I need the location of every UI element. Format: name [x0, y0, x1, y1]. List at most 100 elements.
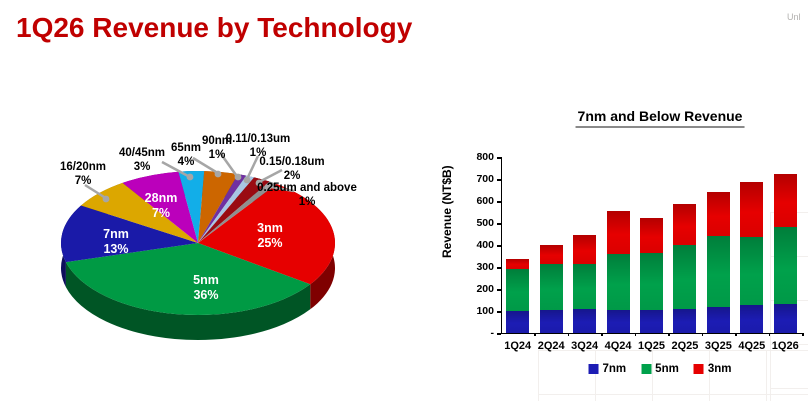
pie-label-16-20nm: 16/20nm 7%: [60, 160, 106, 188]
pie-slice-0.11/0.13um: [198, 175, 255, 243]
pie-label-pct: 1%: [298, 196, 316, 208]
pie-label-pct: 13%: [103, 242, 129, 256]
leader-lines: [84, 153, 295, 203]
bar-segment-7nm-4Q25: [740, 305, 764, 333]
x-tick-mark: [802, 333, 804, 336]
bar-segment-7nm-1Q24: [506, 311, 530, 333]
pie-label-011-013um: 0.11/0.13um 1%: [226, 132, 291, 160]
leader-dot: [186, 173, 194, 181]
pie-slice-16/20nm: [81, 182, 198, 243]
x-tick-mark: [567, 333, 570, 336]
y-tick-mark: [497, 289, 501, 291]
pie-slice-5nm: [65, 243, 311, 315]
pie-label-pct: 36%: [193, 288, 219, 302]
x-tick-mark: [668, 333, 670, 336]
pie-slice-90nm: [198, 174, 247, 243]
leader-line: [246, 155, 260, 178]
pie-label-28nm: 28nm 7%: [145, 191, 178, 221]
bar-chart: 7nm and Below Revenue Revenue (NT$B) 800…: [430, 100, 808, 401]
bar-4Q25: [740, 182, 764, 333]
legend-label: 7nm: [602, 363, 627, 375]
x-tick-label: 4Q25: [738, 340, 766, 352]
pie-slice-65nm: [198, 171, 239, 243]
page-title: 1Q26 Revenue by Technology: [16, 12, 413, 43]
pie-label-pct: 7%: [151, 206, 171, 220]
pie-svg: [61, 153, 335, 340]
pie-slice-0.25um and above: [198, 181, 277, 243]
y-tick-label: 600: [476, 195, 494, 207]
pie-label-text: 3nm: [257, 221, 283, 235]
bar-segment-3nm-1Q24: [506, 258, 530, 270]
x-tick-mark: [534, 333, 536, 336]
leader-dot: [214, 170, 222, 178]
leader-line: [219, 153, 238, 176]
legend-item-5nm: 5nm: [641, 363, 679, 375]
pie-label-text: 40/45nm: [118, 147, 166, 159]
pie-label-3nm: 3nm 25%: [257, 221, 283, 251]
x-tick-label: 1Q25: [638, 340, 665, 352]
y-tick-label: 800: [476, 151, 494, 163]
y-tick-mark: [497, 267, 501, 269]
bar-chart-title: 7nm and Below Revenue: [575, 108, 745, 128]
y-tick-label: 200: [476, 283, 494, 295]
bar-segment-5nm-2Q25: [673, 245, 697, 309]
pie-label-pct: 25%: [257, 236, 283, 250]
bar-segment-5nm-3Q25: [706, 236, 730, 308]
pie-label-pct: 7%: [74, 175, 92, 187]
y-tick-mark: [497, 157, 501, 159]
pie-label-pct: 3%: [133, 161, 151, 173]
bar-segment-3nm-1Q26: [773, 173, 797, 227]
x-tick-mark: [768, 333, 771, 336]
pie-slice-wall-5nm: [65, 262, 311, 340]
leader-line: [270, 185, 295, 193]
bar-segment-5nm-4Q24: [606, 253, 630, 310]
bar-1Q26: [773, 173, 797, 333]
legend-item-7nm: 7nm: [588, 363, 627, 375]
bar-segment-3nm-2Q24: [539, 244, 563, 265]
bar-segment-7nm-2Q25: [673, 308, 697, 333]
bar-3Q24: [573, 235, 597, 333]
bar-segment-3nm-4Q25: [740, 182, 764, 238]
leader-dot: [255, 179, 263, 187]
legend-item-3nm: 3nm: [693, 363, 731, 375]
pie-chart: 16/20nm 7% 40/45nm 3% 65nm 4% 90nm 1% 0.11/0…: [20, 105, 420, 365]
bar-segment-3nm-3Q25: [706, 192, 730, 237]
plot-area: [501, 157, 803, 334]
pie-label-text: 0.15/0.18um: [259, 156, 325, 168]
pie-label-pct: 2%: [283, 170, 301, 182]
pie-label-text: 0.25um and above: [257, 182, 357, 194]
pie-label-text: 28nm: [144, 191, 178, 205]
pie-slice-7nm: [61, 205, 199, 263]
y-tick-label: 700: [476, 173, 494, 185]
x-tick-label: 2Q24: [537, 340, 565, 352]
bar-2Q25: [673, 204, 697, 333]
bar-segment-7nm-3Q24: [573, 309, 597, 333]
leader-dot: [234, 173, 242, 181]
bar-segment-5nm-1Q24: [506, 269, 530, 311]
y-tick-label: 400: [476, 239, 494, 251]
pie-label-text: 16/20nm: [59, 161, 107, 173]
pie-label-text: 0.11/0.13um: [225, 133, 291, 145]
pie-label-40-45nm: 40/45nm 3%: [119, 146, 165, 174]
bar-segment-5nm-1Q26: [773, 226, 797, 305]
y-tick-label: 300: [476, 261, 494, 273]
leader-line: [84, 183, 105, 199]
x-tick-mark: [701, 333, 704, 336]
x-tick-label: 3Q25: [704, 340, 732, 352]
pie-label-90nm: 90nm 1%: [202, 134, 232, 162]
bar-segment-3nm-2Q25: [673, 204, 697, 246]
pie-label-text: 5nm: [193, 273, 219, 287]
leader-line: [161, 160, 189, 178]
bar-segment-5nm-3Q24: [573, 263, 597, 310]
bar-2Q24: [539, 244, 563, 333]
bar-segment-5nm-4Q25: [740, 237, 764, 306]
x-tick-mark: [735, 333, 737, 336]
y-tick-mark: [497, 223, 501, 225]
x-tick-label: 1Q26: [771, 340, 799, 352]
pie-label-025um-above: 0.25um and above 1%: [257, 181, 357, 209]
bar-segment-7nm-3Q25: [706, 307, 730, 333]
pie-label-5nm: 5nm 36%: [193, 273, 219, 303]
bar-segment-5nm-2Q24: [539, 264, 563, 310]
y-tick-label: -: [490, 327, 495, 339]
pie-label-text: 65nm: [170, 142, 202, 154]
